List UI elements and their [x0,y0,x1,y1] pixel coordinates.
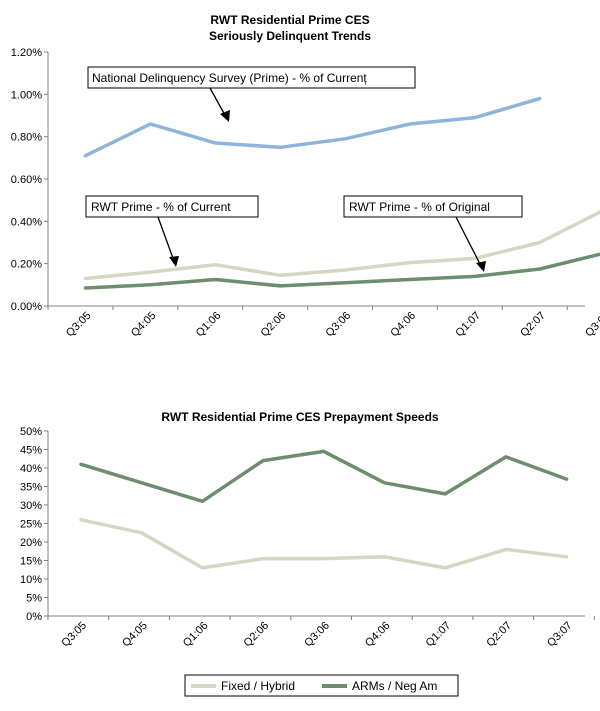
series-line-rwt-prime-of-original [83,252,600,290]
x-tick-label: Q3:07 [545,620,575,650]
chart1-x-ticks: Q3:05 Q4:05 Q1:06 Q2:06 Q3:06 Q4:06 Q1:07 Q2:07… [47,306,600,340]
x-tick-label: Q1:07 [453,310,483,340]
x-tick-label: Q2:06 [259,310,289,340]
y-tick-label: 25% [20,519,42,531]
chart1-title-line2: Seriously Delinquent Trends [209,29,371,43]
chart1-annotation-rwt-original: RWT Prime - % of Original [343,195,523,272]
annotation-rwt-current-text: RWT Prime - % of Current [91,200,231,214]
y-tick-label: 10% [20,574,42,586]
x-tick-label: Q2:07 [518,310,548,340]
chart1-title-line1: RWT Residential Prime CES [210,13,369,27]
arrowhead-icon [220,110,230,122]
legend-label-arms-neg-am: ARMs / Neg Am [352,679,437,693]
chart1-annotation-nds: National Delinquency Survey (Prime) - % … [87,66,416,122]
x-tick-label: Q3:06 [324,310,354,340]
x-tick-label: Q1:07 [424,620,454,650]
annotation-box [85,195,259,218]
arrowhead-icon [169,256,179,267]
x-tick-label: Q4:06 [388,310,418,340]
legend-label-fixed-hybrid: Fixed / Hybrid [221,679,295,693]
x-tick-label: Q3:06 [302,620,332,650]
chart2-title: RWT Residential Prime CES Prepayment Spe… [161,410,439,424]
y-tick-label: 30% [20,500,42,512]
annotation-rwt-original-text: RWT Prime - % of Original [349,200,490,214]
annotation-arrow [157,216,175,262]
y-tick-label: 45% [20,445,42,457]
x-tick-label: Q3:05 [64,310,94,340]
chart1-annotation-rwt-current: RWT Prime - % of Current [85,195,259,267]
chart2-legend: Fixed / Hybrid ARMs / Neg Am [184,674,459,697]
annotation-arrow [455,216,482,267]
x-tick-label: Q1:06 [181,620,211,650]
y-tick-label: 5% [26,593,42,605]
series-line-national-delinquency-survey-prime-of-current [83,96,542,158]
annotation-box [343,195,523,218]
legend-box [184,674,459,697]
y-tick-label: 0.00% [11,301,42,313]
series-line-arms-neg-am [79,449,569,504]
arrowhead-icon [476,261,486,272]
x-tick-label: Q3:05 [59,620,89,650]
prepayment-chart: RWT Residential Prime CES Prepayment Spe… [20,410,595,697]
series-line-rwt-prime-of-current [83,210,600,281]
annotation-box [87,66,416,89]
y-tick-label: 15% [20,556,42,568]
x-tick-label: Q4:06 [363,620,393,650]
x-tick-label: Q2:06 [242,620,272,650]
y-tick-label: 1.20% [11,47,42,59]
y-tick-label: 0.20% [11,259,42,271]
chart2-x-ticks: Q3:05 Q4:05 Q1:06 Q2:06 Q3:06 Q4:06 Q1:07 Q2:07… [47,616,595,650]
y-tick-label: 40% [20,463,42,475]
y-tick-label: 1.00% [11,89,42,101]
y-tick-label: 35% [20,482,42,494]
x-tick-label: Q1:06 [194,310,224,340]
y-tick-label: 0.60% [11,174,42,186]
y-tick-label: 20% [20,537,42,549]
chart1-y-ticks: 0.00% 0.20% 0.40% 0.60% 0.80% 1.00% 1.20% [11,47,48,313]
x-tick-label: Q4:05 [129,310,159,340]
chart2-series [79,449,569,570]
y-tick-label: 0.80% [11,132,42,144]
y-tick-label: 50% [20,426,42,438]
annotation-nds-text: National Delinquency Survey (Prime) - % … [92,71,367,85]
annotation-arrow [209,87,227,118]
y-tick-label: 0% [26,611,42,623]
series-line-fixed-hybrid [79,518,569,570]
chart1-series [83,96,600,290]
y-tick-label: 0.40% [11,216,42,228]
x-tick-label: Q3:07 [583,310,600,340]
delinquency-chart: RWT Residential Prime CES Seriously Deli… [11,13,600,339]
x-tick-label: Q4:05 [120,620,150,650]
x-tick-label: Q2:07 [484,620,514,650]
chart2-y-ticks: 0% 5% 10% 15% 20% 25% 30% 35% 40% 45% 50% [20,426,48,623]
